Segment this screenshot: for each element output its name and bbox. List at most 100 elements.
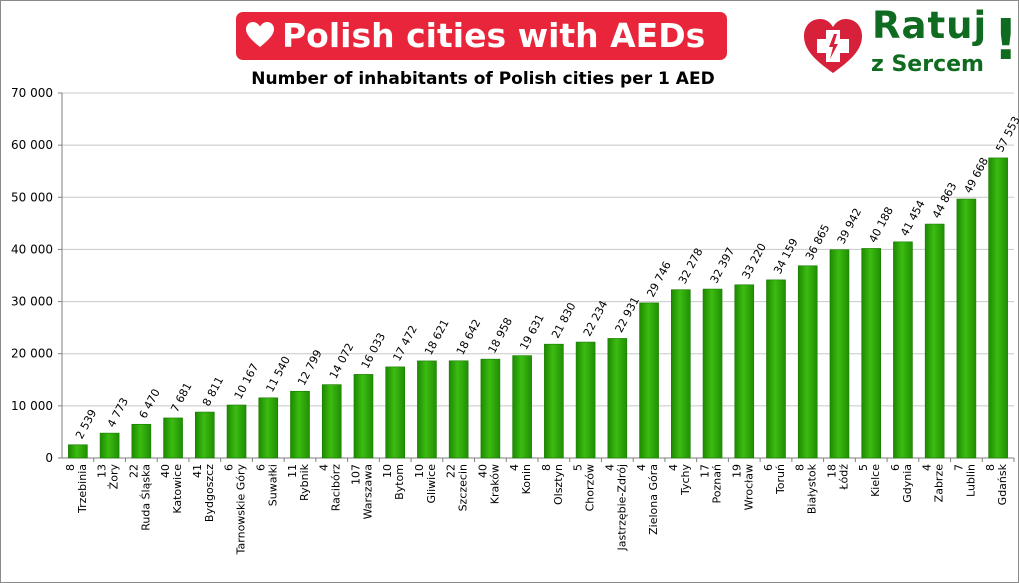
category-count: 22 bbox=[127, 464, 140, 478]
bar-Szczecin bbox=[448, 360, 469, 459]
bar-value-label: 29 746 bbox=[644, 259, 674, 299]
category-count: 8 bbox=[794, 464, 807, 471]
x-category-label: 7Lublin bbox=[952, 464, 977, 497]
category-city: Olsztyn bbox=[552, 464, 565, 505]
x-category-label: 107Warszawa bbox=[349, 464, 374, 519]
category-city: Gdańsk bbox=[996, 463, 1009, 505]
bar-Jastrzębie-Zdrój bbox=[607, 338, 628, 459]
bar-value-label: 19 631 bbox=[517, 312, 547, 352]
category-count: 22 bbox=[445, 464, 458, 478]
bar-Gdynia bbox=[893, 241, 913, 459]
category-city: Kielce bbox=[869, 464, 882, 497]
category-count: 4 bbox=[921, 464, 934, 471]
x-category-label: 4Racibórz bbox=[318, 464, 343, 511]
y-tick-label: 50 000 bbox=[11, 190, 53, 204]
bar-value-label: 11 540 bbox=[263, 354, 293, 394]
bar-Tarnowskie Góry bbox=[226, 404, 247, 459]
category-count: 8 bbox=[64, 464, 77, 471]
category-count: 8 bbox=[984, 464, 997, 471]
bar-Kraków bbox=[480, 358, 501, 459]
bar-Bydgoszcz bbox=[195, 411, 215, 459]
category-count: 41 bbox=[191, 464, 204, 478]
bar-Racibórz bbox=[321, 384, 342, 459]
x-category-label: 6Suwałki bbox=[254, 464, 279, 506]
category-count: 6 bbox=[254, 464, 267, 471]
y-tick-label: 30 000 bbox=[11, 295, 53, 309]
category-count: 6 bbox=[889, 464, 902, 471]
bar-value-label: 57 553 bbox=[993, 114, 1019, 154]
bar-value-label: 36 865 bbox=[803, 222, 833, 262]
x-category-label: 40Kraków bbox=[476, 464, 501, 504]
category-count: 8 bbox=[540, 464, 553, 471]
category-city: Katowice bbox=[171, 464, 184, 514]
category-count: 107 bbox=[349, 464, 362, 485]
bar-Rybnik bbox=[290, 390, 310, 459]
bar-value-label: 40 188 bbox=[866, 205, 896, 245]
bar-value-label: 18 642 bbox=[454, 317, 484, 357]
category-count: 40 bbox=[476, 464, 489, 478]
x-category-label: 10Gliwice bbox=[413, 464, 438, 504]
bar-value-label: 16 033 bbox=[359, 331, 389, 371]
category-city: Chorzów bbox=[584, 464, 597, 511]
bar-Żory bbox=[99, 432, 120, 459]
category-city: Bytom bbox=[393, 464, 406, 500]
x-category-label: 6Tarnowskie Góry bbox=[223, 464, 248, 556]
category-count: 10 bbox=[381, 464, 394, 478]
chart-title: Number of inhabitants of Polish cities p… bbox=[251, 69, 715, 89]
bar-Toruń bbox=[766, 279, 786, 459]
category-count: 18 bbox=[825, 464, 838, 478]
category-city: Zabrze bbox=[933, 464, 946, 503]
category-city: Szczecin bbox=[457, 464, 470, 511]
category-city: Bydgoszcz bbox=[203, 464, 216, 522]
x-category-label: 4Zabrze bbox=[921, 464, 946, 503]
x-category-label: 18Łódź bbox=[825, 464, 850, 491]
bar-value-label: 8 811 bbox=[200, 375, 226, 409]
bar-value-label: 7 681 bbox=[168, 380, 194, 414]
category-count: 4 bbox=[667, 464, 680, 471]
bar-Katowice bbox=[163, 417, 183, 459]
logo-wordmark-z-sercem: z Sercem bbox=[871, 52, 984, 77]
banner-title: Polish cities with AEDs bbox=[282, 16, 706, 55]
category-city: Racibórz bbox=[330, 464, 343, 511]
category-city: Lublin bbox=[964, 464, 977, 497]
category-city: Warszawa bbox=[361, 464, 374, 519]
category-count: 19 bbox=[730, 464, 743, 478]
bar-Gliwice bbox=[417, 360, 437, 459]
category-count: 6 bbox=[762, 464, 775, 471]
category-count: 4 bbox=[635, 464, 648, 471]
x-category-label: 5Chorzów bbox=[572, 464, 597, 511]
bar-value-label: 2 539 bbox=[73, 407, 99, 441]
bar-value-label: 34 159 bbox=[771, 236, 801, 276]
category-city: Gdynia bbox=[901, 464, 914, 503]
category-city: Trzebinia bbox=[76, 464, 89, 514]
bar-value-label: 39 942 bbox=[835, 206, 865, 246]
bar-value-label: 32 397 bbox=[708, 245, 738, 285]
bar-value-label: 33 220 bbox=[739, 241, 769, 281]
bar-value-label: 18 958 bbox=[486, 315, 516, 355]
x-category-label: 6Gdynia bbox=[889, 464, 914, 503]
bar-Wrocław bbox=[734, 284, 755, 459]
bar-value-label: 6 470 bbox=[137, 387, 163, 421]
x-category-label: 4Tychy bbox=[667, 464, 692, 497]
category-city: Żory bbox=[108, 464, 121, 490]
bar-Suwałki bbox=[258, 397, 279, 459]
x-category-label: 13Żory bbox=[96, 464, 121, 490]
bar-value-label: 14 072 bbox=[327, 341, 357, 381]
x-category-label: 22Ruda Śląska bbox=[127, 464, 152, 531]
axes bbox=[58, 92, 1015, 462]
bar-value-label: 10 167 bbox=[232, 361, 262, 401]
category-city: Suwałki bbox=[266, 464, 279, 506]
category-count: 4 bbox=[508, 464, 521, 471]
category-city: Rybnik bbox=[298, 463, 311, 501]
x-category-label: 11Rybnik bbox=[286, 463, 311, 501]
category-count: 5 bbox=[572, 464, 585, 471]
logo-wordmark-ratuj: Ratuj bbox=[872, 4, 988, 47]
x-category-label: 4Jastrzębie-Zdrój bbox=[603, 464, 628, 551]
bar-Gdańsk bbox=[988, 157, 1008, 459]
bar-Tychy bbox=[670, 289, 691, 459]
bar-Trzebinia bbox=[68, 444, 88, 459]
category-city: Konin bbox=[520, 464, 533, 494]
x-category-label: 41Bydgoszcz bbox=[191, 464, 216, 522]
category-count: 4 bbox=[603, 464, 616, 471]
